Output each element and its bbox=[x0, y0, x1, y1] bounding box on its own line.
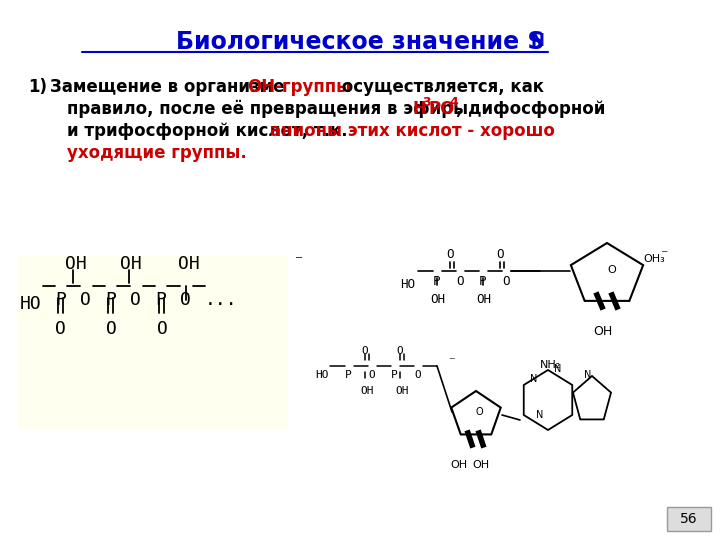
Text: P: P bbox=[391, 370, 397, 380]
Text: OH: OH bbox=[430, 293, 445, 306]
FancyBboxPatch shape bbox=[18, 255, 288, 430]
Text: 4: 4 bbox=[449, 96, 458, 109]
Text: P: P bbox=[433, 275, 441, 288]
Text: , дифосфорной: , дифосфорной bbox=[456, 100, 606, 118]
Text: O: O bbox=[496, 248, 503, 261]
Text: OH: OH bbox=[65, 255, 86, 273]
Text: O: O bbox=[180, 291, 191, 309]
Text: ...: ... bbox=[205, 291, 238, 309]
Text: O: O bbox=[55, 320, 66, 338]
Text: P: P bbox=[345, 370, 352, 380]
Text: ⁻: ⁻ bbox=[295, 253, 303, 268]
Text: O: O bbox=[106, 320, 117, 338]
Text: O: O bbox=[414, 370, 420, 380]
Text: P: P bbox=[55, 291, 66, 309]
Text: 3: 3 bbox=[422, 96, 431, 109]
Text: анионы этих кислот - хорошо: анионы этих кислот - хорошо bbox=[270, 122, 555, 140]
Text: OH: OH bbox=[472, 460, 489, 470]
Text: P: P bbox=[479, 275, 487, 288]
Text: N: N bbox=[536, 410, 544, 420]
Text: P: P bbox=[105, 291, 116, 309]
Text: и трифосфорной кислот, т.к.: и трифосфорной кислот, т.к. bbox=[67, 122, 354, 140]
Text: OH: OH bbox=[120, 255, 142, 273]
Text: OH: OH bbox=[395, 386, 408, 396]
FancyBboxPatch shape bbox=[667, 507, 711, 531]
Text: OH: OH bbox=[476, 293, 491, 306]
Text: Замещение в организме: Замещение в организме bbox=[50, 78, 290, 96]
Text: N: N bbox=[530, 374, 537, 384]
Text: OH: OH bbox=[450, 460, 467, 470]
Text: O: O bbox=[475, 407, 483, 417]
Text: Биологическое значение S: Биологическое значение S bbox=[176, 30, 544, 54]
Text: OH: OH bbox=[360, 386, 374, 396]
Text: O: O bbox=[157, 320, 168, 338]
Text: HO: HO bbox=[20, 295, 42, 313]
Text: P: P bbox=[155, 291, 166, 309]
Text: O: O bbox=[446, 248, 454, 261]
Text: OH: OH bbox=[178, 255, 199, 273]
Text: O: O bbox=[608, 265, 616, 275]
Text: HO: HO bbox=[400, 278, 415, 291]
Text: H: H bbox=[412, 100, 426, 118]
Text: O: O bbox=[130, 291, 141, 309]
Text: ⁻: ⁻ bbox=[448, 355, 454, 368]
Text: O: O bbox=[80, 291, 91, 309]
Text: HO: HO bbox=[315, 370, 328, 380]
Text: OH: OH bbox=[593, 325, 612, 338]
Text: N: N bbox=[554, 364, 562, 374]
Text: 1): 1) bbox=[28, 78, 47, 96]
Text: O: O bbox=[368, 370, 374, 380]
Text: N: N bbox=[530, 32, 544, 50]
Text: PO: PO bbox=[429, 100, 455, 118]
Text: O: O bbox=[502, 275, 510, 288]
Text: O: O bbox=[396, 346, 402, 356]
Text: осуществляется, как: осуществляется, как bbox=[336, 78, 544, 96]
Text: O: O bbox=[361, 346, 368, 356]
Text: правило, после её превращения в эфиры: правило, после её превращения в эфиры bbox=[67, 100, 474, 118]
Text: ⁻: ⁻ bbox=[660, 248, 667, 262]
Text: OH₃: OH₃ bbox=[643, 254, 665, 264]
Text: N: N bbox=[584, 370, 591, 380]
Text: 56: 56 bbox=[680, 512, 698, 526]
Text: уходящие группы.: уходящие группы. bbox=[67, 144, 247, 162]
Text: ОН-группы: ОН-группы bbox=[247, 78, 351, 96]
Text: NH₂: NH₂ bbox=[540, 360, 562, 370]
Text: O: O bbox=[456, 275, 464, 288]
